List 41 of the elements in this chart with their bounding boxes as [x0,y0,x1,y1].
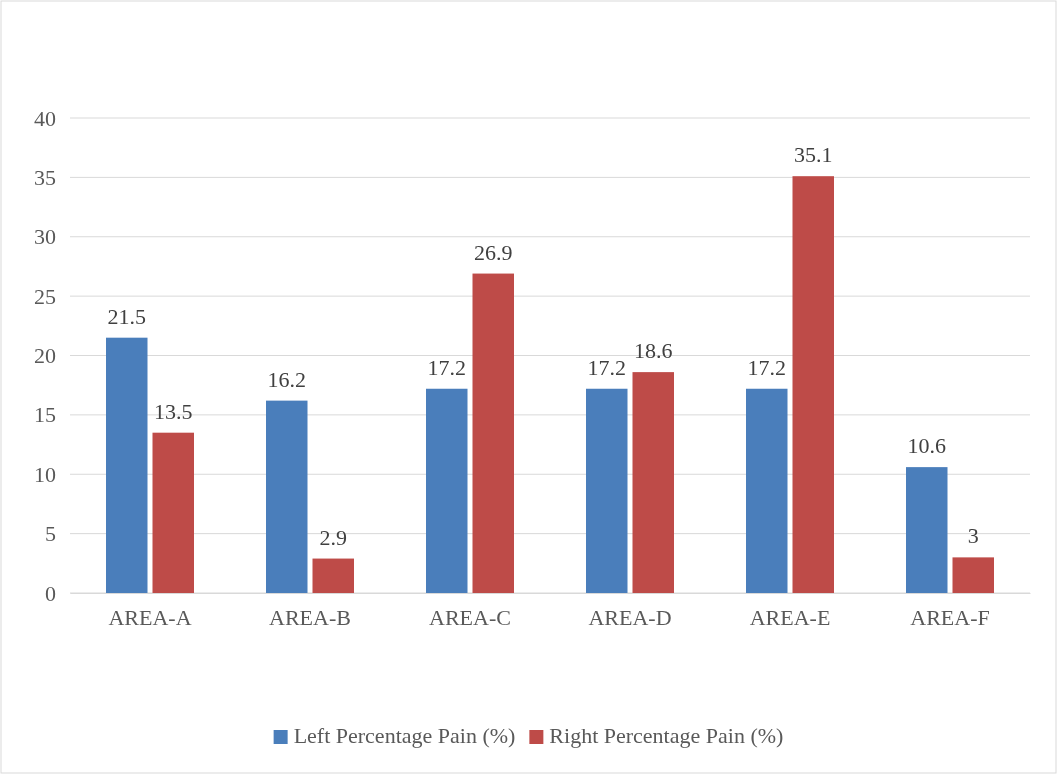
data-label: 2.9 [319,524,347,550]
y-tick-label: 30 [34,224,56,250]
y-tick-label: 5 [45,521,56,547]
x-tick-label: AREA-A [108,604,192,630]
data-label: 16.2 [267,366,306,392]
bar [632,372,674,593]
y-tick-label: 35 [34,164,56,190]
bar [106,337,148,593]
data-label: 10.6 [907,433,946,459]
data-label: 18.6 [634,338,673,364]
y-tick-label: 15 [34,402,56,428]
bar [792,176,834,593]
bar [266,400,308,593]
bar [426,388,468,593]
bar [312,558,354,593]
x-tick-label: AREA-C [429,604,511,630]
data-label: 13.5 [154,398,193,424]
x-tick-label: AREA-D [588,604,672,630]
x-tick-label: AREA-E [749,604,831,630]
bar [472,273,514,593]
y-tick-label: 40 [34,105,56,131]
y-tick-label: 0 [45,580,56,606]
data-label: 35.1 [794,142,833,168]
y-tick-label: 10 [34,461,56,487]
data-label: 17.2 [427,354,466,380]
legend-label: Right Percentage Pain (%) [549,723,784,748]
bar [586,388,628,593]
bar [746,388,788,593]
data-label: 17.2 [587,354,626,380]
bar [152,432,194,593]
bar [906,467,948,593]
y-tick-label: 20 [34,343,56,369]
legend-label: Left Percentage Pain (%) [293,723,516,748]
data-label: 21.5 [107,303,146,329]
data-label: 17.2 [747,354,786,380]
x-tick-label: AREA-F [910,604,990,630]
data-label: 3 [967,523,979,549]
y-tick-label: 25 [34,283,56,309]
data-label: 26.9 [474,239,513,265]
bar [952,557,994,593]
x-tick-label: AREA-B [269,604,351,630]
